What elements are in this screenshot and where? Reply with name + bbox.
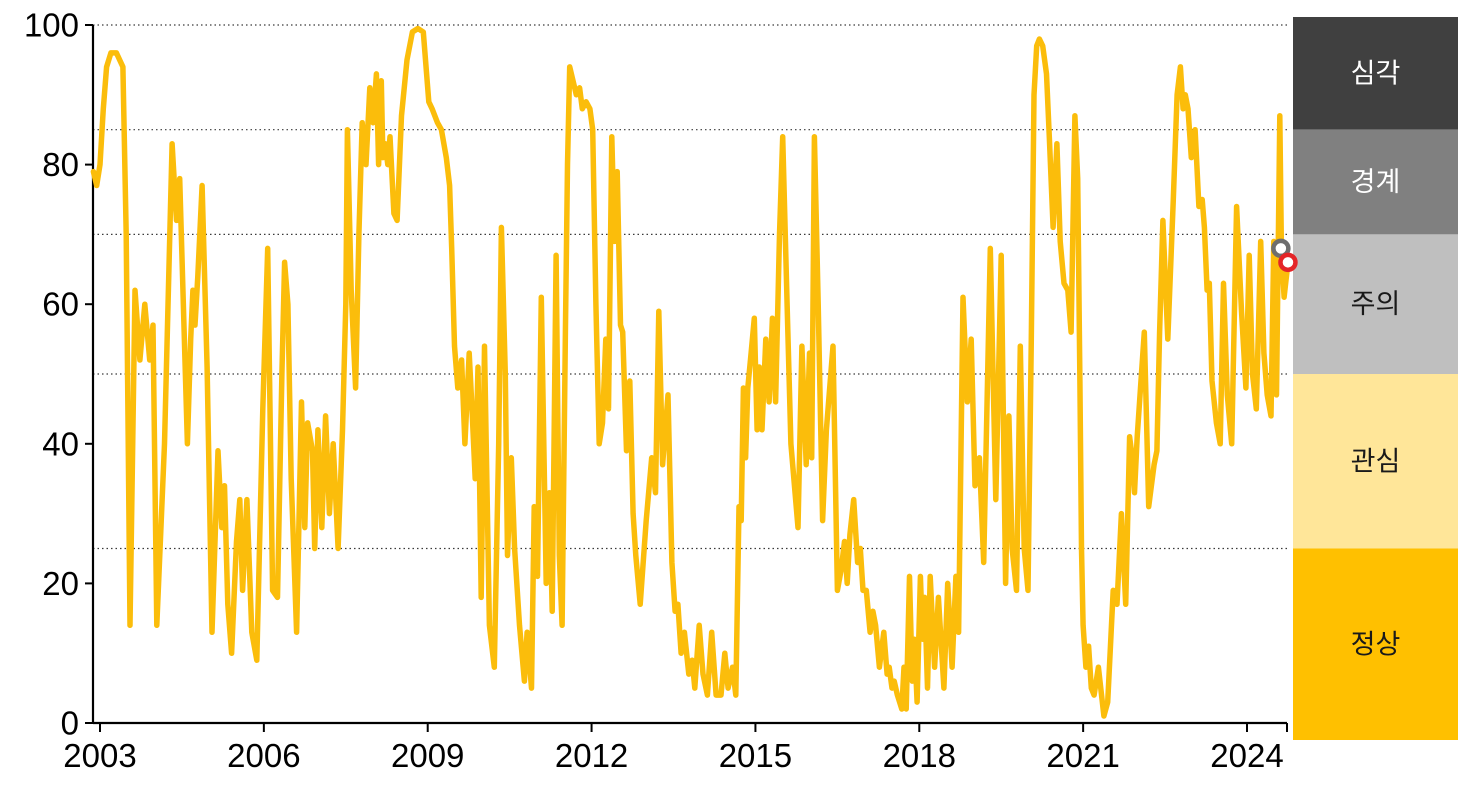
y-axis-tick-label: 80 [42,146,79,183]
risk-zone-4 [1293,374,1458,549]
x-axis-tick-label: 2003 [63,737,136,774]
risk-zone-3 [1293,234,1458,374]
x-axis-tick-label: 2018 [883,737,956,774]
x-axis-tick-label: 2021 [1046,737,1119,774]
y-axis-tick-label: 20 [42,565,79,602]
risk-zone-label: 주의 [1351,289,1401,319]
risk-zone-label: 심각 [1351,58,1401,88]
y-axis-tick-label: 40 [42,425,79,462]
risk-zone-5 [1293,548,1458,740]
y-axis-tick-label: 100 [24,7,79,44]
x-axis-tick-label: 2009 [391,737,464,774]
risk-zone-label: 관심 [1351,446,1401,476]
x-axis-tick-label: 2012 [555,737,628,774]
x-axis-tick-label: 2006 [227,737,300,774]
risk-zone-label: 정상 [1351,629,1401,659]
stress-index-line [90,25,1291,719]
latest-value-marker [1278,252,1298,273]
risk-zone-label: 경계 [1351,167,1401,197]
risk-zone-2 [1293,129,1458,235]
y-axis-tick-label: 60 [42,286,79,323]
x-axis-tick-label: 2015 [719,737,792,774]
y-axis-tick-label: 0 [61,705,79,742]
x-axis-tick-label: 2024 [1210,737,1283,774]
risk-zone-1 [1293,17,1458,130]
